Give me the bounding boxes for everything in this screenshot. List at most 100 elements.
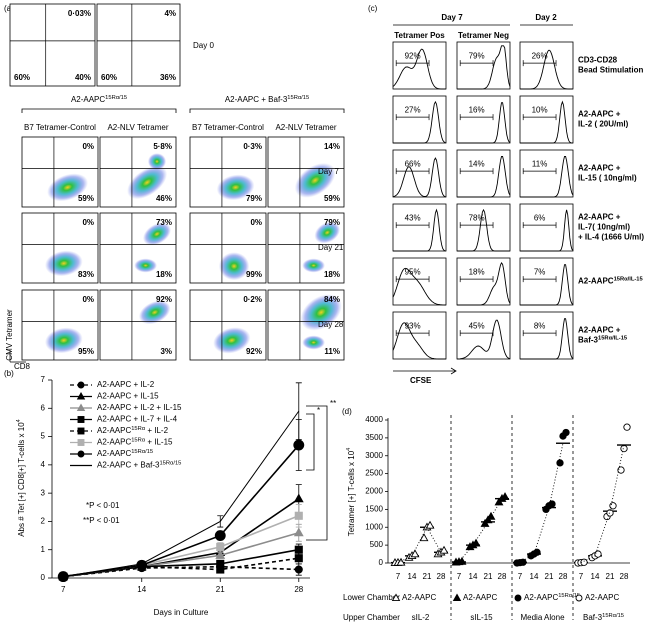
legend-label: A2-AAPC15Rα/15 (97, 449, 153, 459)
y-tick-label: 6 (41, 403, 46, 412)
data-point (215, 550, 226, 559)
column-title: Tetramer Neg (458, 31, 509, 40)
data-point (425, 520, 435, 529)
histogram (520, 100, 574, 144)
histogram-frame (392, 95, 447, 144)
gate (522, 60, 557, 67)
upper-chamber-label: sIL-15 (470, 613, 493, 622)
day-header: Day 7 (441, 13, 463, 22)
cell-cloud (47, 173, 89, 202)
x-tick-label: 28 (498, 572, 507, 581)
gate-percent: 7% (534, 267, 546, 276)
row-label: Lower Chamber (343, 593, 400, 602)
histogram-frame (519, 149, 574, 198)
legend-marker (76, 391, 86, 400)
cell-cloud (138, 300, 171, 325)
upper-chamber-label: sIL-2 (412, 613, 430, 622)
histogram (457, 262, 511, 306)
condition-label: A2-AAPC + (578, 164, 621, 173)
significance-bracket (306, 405, 328, 541)
error-bar (217, 515, 224, 528)
histogram-frame (519, 203, 574, 252)
x-tick-label: 14 (469, 572, 478, 581)
series-line (63, 410, 300, 578)
condition-label: IL-7( 10ng/ml) (578, 223, 630, 232)
row-label: Day 0 (193, 41, 214, 50)
y-tick-label: 4000 (365, 415, 383, 424)
gate-percent: 78% (469, 213, 485, 222)
row-label: Day 7 (318, 167, 339, 176)
gate (459, 168, 494, 175)
histogram (393, 208, 447, 252)
lower-chamber-label: A2-AAPC (402, 593, 436, 602)
condition-label: Baf-315Rα/IL-15 (578, 335, 628, 345)
histogram-frame (456, 311, 511, 360)
series-line (63, 565, 299, 578)
gate (395, 276, 430, 283)
x-tick-label: 14 (591, 572, 600, 581)
axis-arrows (9, 350, 26, 363)
cell-cloud (218, 252, 250, 281)
data-point (214, 530, 226, 542)
data-point (457, 556, 467, 565)
data-point (533, 548, 541, 556)
lower-chamber-label: A2-AAPC15Rα/15 (524, 593, 580, 603)
day-header: Day 2 (535, 13, 557, 22)
data-point (594, 550, 602, 558)
data-point (439, 545, 449, 554)
y-tick-label: 1000 (365, 522, 383, 531)
data-point (580, 558, 588, 566)
column-title: B7 Tetramer-Control (192, 123, 264, 132)
legend-marker (391, 593, 401, 601)
data-point (623, 423, 631, 431)
legend-marker (575, 594, 583, 602)
condition-label: A2-AAPC + (578, 110, 621, 119)
y-tick-label: 3000 (365, 451, 383, 460)
x-tick-label: 14 (408, 572, 417, 581)
series-line (63, 531, 300, 578)
condition-label: A2-AAPC + (578, 326, 621, 335)
gate (395, 330, 430, 337)
histogram (457, 319, 511, 360)
y-tick-label: 3500 (365, 433, 383, 442)
gate (522, 168, 557, 175)
column-title: Tetramer Pos (394, 31, 445, 40)
quadrant-percent: 11% (324, 347, 340, 356)
gate-percent: 45% (469, 321, 485, 330)
group-bracket (189, 108, 345, 113)
significance: * (317, 406, 320, 415)
gate (459, 330, 494, 337)
legend-label: A2-AAPC + IL-15 (97, 392, 159, 401)
histogram-frame (456, 41, 511, 90)
histogram (457, 102, 511, 144)
y-tick-label: 2000 (365, 487, 383, 496)
histogram-frame (456, 257, 511, 306)
legend-marker (77, 427, 85, 435)
text-part: Baf-3 (578, 336, 599, 345)
x-axis-label: Days in Culture (154, 608, 209, 617)
gate (395, 60, 430, 67)
data-point (562, 428, 570, 437)
cell-cloud (142, 222, 172, 246)
gate-percent: 6% (534, 213, 546, 222)
text-part: A2-AAPC (97, 449, 131, 458)
y-tick-label: 2500 (365, 469, 383, 478)
group-title: A2-AAPC + Baf-315Rα/15 (225, 95, 309, 105)
gate (459, 222, 494, 229)
y-tick-label: 1500 (365, 504, 383, 513)
legend-label: A2-AAPC + Baf-315Rα/15 (97, 460, 181, 470)
data-point (396, 557, 406, 566)
quadrant-percent: 36% (160, 73, 176, 82)
x-tick-label: 14 (137, 585, 146, 594)
mean-trend (397, 526, 442, 564)
x-tick-label: 7 (518, 572, 523, 581)
quadrant-percent: 60% (101, 73, 117, 82)
mean-trend (458, 498, 503, 563)
cell-cloud (213, 327, 251, 354)
data-point (293, 527, 304, 537)
flow-plot (9, 3, 96, 87)
quadrant-percent: 18% (324, 270, 340, 279)
data-point (216, 565, 225, 574)
superscript: 15Rα/15 (558, 593, 580, 599)
